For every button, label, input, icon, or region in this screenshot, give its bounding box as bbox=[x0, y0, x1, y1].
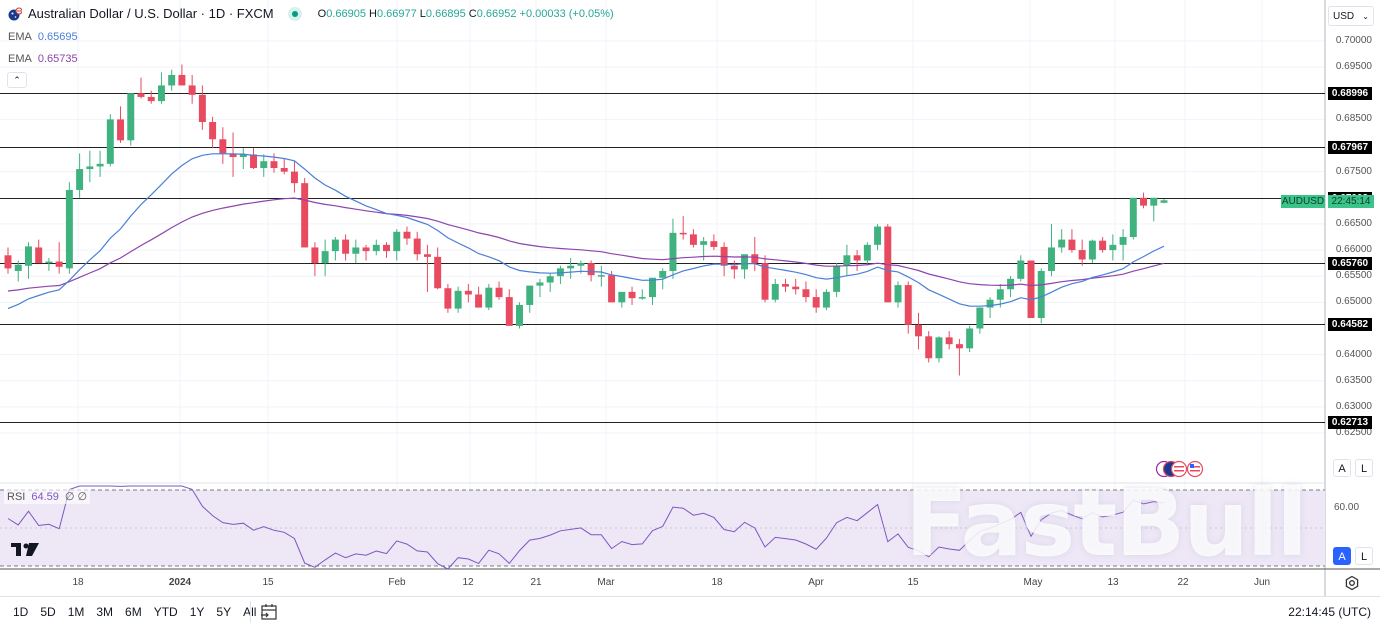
chart-settings-button[interactable] bbox=[1344, 575, 1360, 591]
time-tick: 2024 bbox=[168, 577, 192, 588]
currency-value: USD bbox=[1333, 11, 1355, 22]
time-tick: 13 bbox=[1107, 577, 1119, 588]
economic-events[interactable] bbox=[1155, 460, 1215, 478]
high-label: H bbox=[369, 7, 377, 20]
chevron-down-icon: ⌄ bbox=[1362, 12, 1369, 21]
range-button-6m[interactable]: 6M bbox=[125, 605, 142, 619]
time-tick: Feb bbox=[388, 577, 406, 588]
currency-select[interactable]: USD ⌄ bbox=[1328, 6, 1374, 26]
ema-fast-legend[interactable]: EMA 0.65695 bbox=[8, 31, 78, 43]
range-button-1y[interactable]: 1Y bbox=[189, 605, 205, 619]
rsi-label: RSI bbox=[7, 490, 26, 503]
rsi-axis-tick: 60.00 bbox=[1334, 502, 1360, 513]
rsi-log-scale-button[interactable]: L bbox=[1355, 547, 1373, 565]
time-tick: 12 bbox=[462, 577, 474, 588]
time-tick: 22 bbox=[1177, 577, 1189, 588]
rsi-value: 64.59 bbox=[31, 490, 59, 503]
range-button-1d[interactable]: 1D bbox=[13, 605, 29, 619]
rsi-legend[interactable]: RSI 64.59 ∅ ∅ bbox=[4, 489, 91, 504]
market-status-icon bbox=[287, 6, 302, 21]
range-button-1m[interactable]: 1M bbox=[67, 605, 85, 619]
collapse-legend-button[interactable]: ⌃ bbox=[7, 72, 27, 88]
close-label: C bbox=[468, 7, 477, 20]
ema-slow-legend[interactable]: EMA 0.65735 bbox=[8, 53, 78, 65]
open-label: O bbox=[317, 7, 327, 20]
level-price-tag: 0.62713 bbox=[1328, 415, 1372, 429]
price-tick: 0.67500 bbox=[1335, 165, 1372, 177]
range-button-all[interactable]: All bbox=[240, 605, 259, 619]
range-buttons: 1D 5D 1M 3M 6M YTD 1Y 5Y All bbox=[10, 605, 259, 619]
price-tick: 0.64000 bbox=[1335, 348, 1372, 360]
range-button-5y[interactable]: 5Y bbox=[216, 605, 232, 619]
time-tick: Mar bbox=[597, 577, 615, 588]
price-tick: 0.69500 bbox=[1335, 61, 1372, 73]
time-tick: Apr bbox=[808, 577, 824, 588]
calendar-goto-icon bbox=[261, 604, 277, 620]
price-tick: 0.65000 bbox=[1335, 296, 1372, 308]
price-tick: 0.66000 bbox=[1335, 244, 1372, 256]
time-tick: May bbox=[1023, 577, 1043, 588]
countdown-tag: 22:45:14 bbox=[1328, 195, 1374, 208]
ema-fast-label: EMA bbox=[8, 31, 32, 43]
utc-clock[interactable]: 22:14:45 (UTC) bbox=[1288, 605, 1371, 619]
price-tick: 0.65500 bbox=[1335, 270, 1372, 282]
ema-fast-value: 0.65695 bbox=[37, 31, 78, 43]
change-value: +0.00033 (+0.05%) bbox=[519, 7, 614, 20]
close-value: 0.66952 bbox=[476, 7, 517, 20]
go-to-date-button[interactable] bbox=[260, 603, 278, 626]
chevron-up-icon: ⌃ bbox=[13, 75, 21, 85]
price-auto-scale-button[interactable]: A bbox=[1333, 459, 1351, 477]
range-button-5d[interactable]: 5D bbox=[40, 605, 56, 619]
price-tick: 0.62500 bbox=[1335, 427, 1372, 438]
symbol-title[interactable]: Australian Dollar / U.S. Dollar · 1D · F… bbox=[28, 6, 274, 21]
ohlc-values: O0.66905 H0.66977 L0.66895 C0.66952 +0.0… bbox=[318, 8, 614, 20]
ema-slow-label: EMA bbox=[8, 53, 32, 65]
rsi-extra-values: ∅ ∅ bbox=[64, 491, 88, 503]
range-button-ytd[interactable]: YTD bbox=[153, 605, 178, 619]
symbol-legend: Australian Dollar / U.S. Dollar · 1D · F… bbox=[8, 6, 614, 21]
range-button-3m[interactable]: 3M bbox=[96, 605, 114, 619]
level-price-tag: 0.65760 bbox=[1328, 256, 1372, 270]
aud-usd-flag-icon bbox=[8, 7, 23, 21]
price-tick: 0.63000 bbox=[1335, 400, 1372, 412]
open-value: 0.66905 bbox=[326, 7, 366, 20]
time-tick: 15 bbox=[262, 577, 274, 588]
price-tick: 0.63500 bbox=[1335, 374, 1372, 386]
gear-icon bbox=[1345, 575, 1359, 591]
time-tick: 21 bbox=[530, 577, 542, 588]
ema-slow-value: 0.65735 bbox=[37, 53, 78, 65]
symbol-price-tag: AUDUSD bbox=[1281, 195, 1325, 208]
time-tick: 18 bbox=[72, 577, 84, 588]
high-value: 0.66977 bbox=[376, 7, 417, 20]
low-label: L bbox=[419, 7, 426, 20]
level-price-tag: 0.68996 bbox=[1328, 87, 1372, 101]
low-value: 0.66895 bbox=[425, 7, 466, 20]
range-separator bbox=[250, 601, 251, 623]
price-tick: 0.70000 bbox=[1335, 35, 1372, 46]
level-price-tag: 0.67967 bbox=[1328, 141, 1372, 155]
price-log-scale-button[interactable]: L bbox=[1355, 459, 1373, 477]
tradingview-logo-icon[interactable] bbox=[11, 543, 39, 562]
price-tick: 0.66500 bbox=[1335, 217, 1372, 229]
price-tick: 0.68500 bbox=[1335, 113, 1372, 125]
bottom-bar-divider bbox=[0, 596, 1380, 597]
level-price-tag: 0.64582 bbox=[1328, 318, 1372, 332]
time-tick: 18 bbox=[711, 577, 723, 588]
rsi-auto-scale-button[interactable]: A bbox=[1333, 547, 1351, 565]
time-tick: Jun bbox=[1253, 577, 1271, 588]
time-tick: 15 bbox=[907, 577, 919, 588]
